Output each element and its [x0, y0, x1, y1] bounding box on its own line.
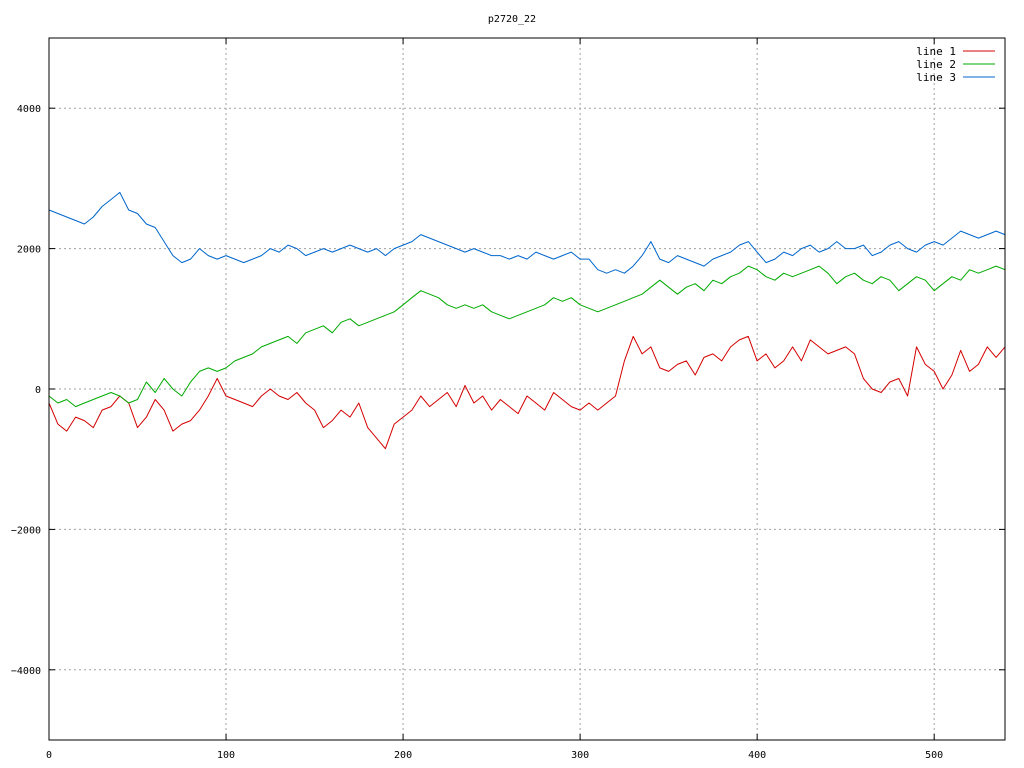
tick-labels: 0 100 200 300 400 500 −4000 −2000 0 2000 4000 [11, 38, 1005, 761]
x-tick-label: 400 [748, 750, 766, 761]
legend-label-2: line 2 [916, 58, 956, 71]
series-lines [48, 191, 1006, 450]
series-line-3 [48, 191, 1006, 274]
y-tick-label: 0 [35, 385, 41, 396]
x-tick-label: 100 [217, 750, 235, 761]
x-tick-label: 0 [46, 750, 52, 761]
y-tick-label: 4000 [17, 104, 41, 115]
legend-label-1: line 1 [916, 45, 956, 58]
chart-title: p2720_22 [488, 14, 536, 25]
series-line-1 [48, 335, 1006, 450]
x-tick-label: 200 [394, 750, 412, 761]
y-tick-label: −4000 [11, 666, 41, 677]
legend-label-3: line 3 [916, 71, 956, 84]
x-tick-label: 300 [571, 750, 589, 761]
y-tick-label: 2000 [17, 245, 41, 256]
y-tick-label: −2000 [11, 525, 41, 536]
x-tick-label: 500 [925, 750, 943, 761]
series-line-2 [48, 265, 1006, 408]
